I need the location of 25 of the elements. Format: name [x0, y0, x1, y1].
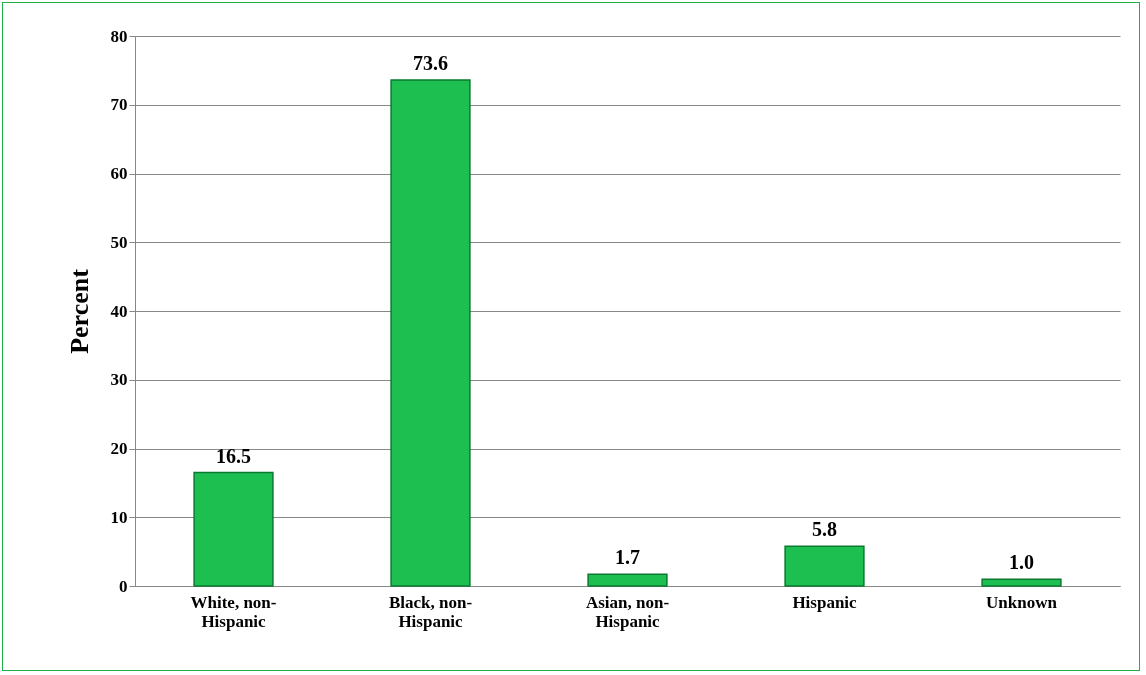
y-tick-label: 30	[110, 370, 128, 390]
x-tick-label: Hispanic	[792, 592, 858, 612]
x-tick-label: Black, non-Hispanic	[388, 592, 473, 631]
bar	[981, 578, 1062, 587]
bar	[390, 79, 471, 587]
x-tick-label: Asian, non-Hispanic	[585, 592, 670, 631]
y-tick-label: 70	[110, 95, 128, 115]
y-tick-label: 0	[119, 576, 128, 596]
y-tick-label: 50	[110, 232, 128, 252]
bar	[193, 471, 274, 587]
y-tick-label: 80	[110, 26, 128, 46]
x-tick-label: White, non-Hispanic	[190, 592, 277, 631]
y-tick-label: 20	[110, 439, 128, 458]
bar	[587, 573, 668, 587]
y-axis-title: Percent	[64, 268, 94, 354]
data-label: 1.0	[1009, 551, 1034, 574]
data-label: 16.5	[216, 444, 251, 467]
y-tick-label: 60	[110, 164, 128, 183]
y-tick-label: 40	[110, 301, 128, 321]
x-tick-label: Unknown	[986, 592, 1058, 612]
data-label: 5.8	[812, 518, 837, 541]
bar	[784, 545, 865, 587]
data-label: 73.6	[413, 52, 448, 74]
y-tick-label: 10	[110, 507, 128, 527]
data-label: 1.7	[615, 546, 640, 569]
